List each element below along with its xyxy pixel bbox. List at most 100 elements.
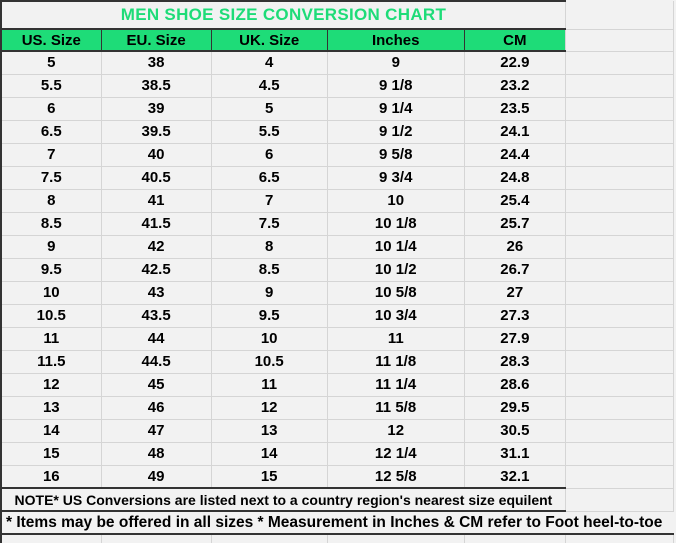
table-cell: 8 bbox=[0, 189, 102, 213]
empty-cell bbox=[565, 235, 675, 259]
table-cell: 9 bbox=[327, 51, 465, 75]
table-row: 9 42 8 10 1/4 26 bbox=[0, 235, 675, 259]
table-cell: 28.3 bbox=[464, 350, 566, 374]
table-cell: 26.7 bbox=[464, 258, 566, 282]
table-cell: 9.5 bbox=[0, 258, 102, 282]
table-cell: 38 bbox=[101, 51, 212, 75]
empty-cell bbox=[565, 465, 675, 489]
table-cell: 31.1 bbox=[464, 442, 566, 466]
table-row: 7.5 40.5 6.5 9 3/4 24.8 bbox=[0, 166, 675, 190]
table-row: 15 48 14 12 1/4 31.1 bbox=[0, 442, 675, 466]
table-cell: 6.5 bbox=[0, 120, 102, 144]
table-cell: 41 bbox=[101, 189, 212, 213]
table-row: 8 41 7 10 25.4 bbox=[0, 189, 675, 213]
table-row: 6 39 5 9 1/4 23.5 bbox=[0, 97, 675, 121]
table-cell: 27.9 bbox=[464, 327, 566, 351]
table-row: 13 46 12 11 5/8 29.5 bbox=[0, 396, 675, 420]
header-row: US. Size EU. Size UK. Size Inches CM bbox=[0, 28, 675, 52]
table-cell: 15 bbox=[0, 442, 102, 466]
table-cell: 4.5 bbox=[211, 74, 328, 98]
table-cell: 7 bbox=[0, 143, 102, 167]
table-cell: 9 3/4 bbox=[327, 166, 465, 190]
column-header-us-size: US. Size bbox=[0, 28, 102, 52]
table-cell: 5 bbox=[0, 51, 102, 75]
empty-cell bbox=[565, 304, 675, 328]
column-header-uk-size: UK. Size bbox=[211, 28, 328, 52]
empty-cell bbox=[464, 534, 566, 543]
table-cell: 14 bbox=[211, 442, 328, 466]
table-cell: 48 bbox=[101, 442, 212, 466]
table-cell: 11 bbox=[327, 327, 465, 351]
partial-empty-row bbox=[0, 534, 675, 543]
table-cell: 24.8 bbox=[464, 166, 566, 190]
empty-cell bbox=[565, 350, 675, 374]
table-cell: 45 bbox=[101, 373, 212, 397]
table-cell: 10 1/2 bbox=[327, 258, 465, 282]
table-cell: 10 1/4 bbox=[327, 235, 465, 259]
table-cell: 43 bbox=[101, 281, 212, 305]
table-cell: 10.5 bbox=[211, 350, 328, 374]
empty-cell bbox=[565, 166, 675, 190]
table-cell: 40 bbox=[101, 143, 212, 167]
empty-cell bbox=[565, 29, 675, 52]
table-cell: 9.5 bbox=[211, 304, 328, 328]
table-cell: 5.5 bbox=[211, 120, 328, 144]
table-cell: 25.4 bbox=[464, 189, 566, 213]
table-cell: 4 bbox=[211, 51, 328, 75]
title-row: MEN SHOE SIZE CONVERSION CHART bbox=[0, 0, 675, 30]
table-cell: 11 5/8 bbox=[327, 396, 465, 420]
empty-cell bbox=[565, 396, 675, 420]
table-row: 5.5 38.5 4.5 9 1/8 23.2 bbox=[0, 74, 675, 98]
empty-cell bbox=[211, 534, 328, 543]
table-body: 5 38 4 9 22.9 5.5 38.5 4.5 9 1/8 23.2 6 39 5 9 1/4 23.… bbox=[0, 51, 675, 489]
table-cell: 11 1/8 bbox=[327, 350, 465, 374]
empty-cell bbox=[565, 258, 675, 282]
table-cell: 43.5 bbox=[101, 304, 212, 328]
table-cell: 28.6 bbox=[464, 373, 566, 397]
table-cell: 11 1/4 bbox=[327, 373, 465, 397]
table-row: 8.5 41.5 7.5 10 1/8 25.7 bbox=[0, 212, 675, 236]
column-header-eu-size: EU. Size bbox=[101, 28, 212, 52]
empty-cell bbox=[565, 442, 675, 466]
table-cell: 40.5 bbox=[101, 166, 212, 190]
empty-cell bbox=[565, 327, 675, 351]
table-cell: 22.9 bbox=[464, 51, 566, 75]
table-cell: 12 bbox=[211, 396, 328, 420]
table-cell: 8.5 bbox=[0, 212, 102, 236]
table-cell: 12 1/4 bbox=[327, 442, 465, 466]
empty-cell bbox=[565, 212, 675, 236]
table-cell: 24.1 bbox=[464, 120, 566, 144]
table-cell: 16 bbox=[0, 465, 102, 489]
table-row: 11 44 10 11 27.9 bbox=[0, 327, 675, 351]
table-cell: 10 1/8 bbox=[327, 212, 465, 236]
table-cell: 27 bbox=[464, 281, 566, 305]
empty-cell bbox=[565, 373, 675, 397]
empty-cell bbox=[101, 534, 212, 543]
table-cell: 13 bbox=[211, 419, 328, 443]
table-cell: 7.5 bbox=[0, 166, 102, 190]
table-row: 10.5 43.5 9.5 10 3/4 27.3 bbox=[0, 304, 675, 328]
table-cell: 15 bbox=[211, 465, 328, 489]
table-row: 9.5 42.5 8.5 10 1/2 26.7 bbox=[0, 258, 675, 282]
empty-cell bbox=[0, 534, 102, 543]
table-cell: 6 bbox=[0, 97, 102, 121]
table-row: 12 45 11 11 1/4 28.6 bbox=[0, 373, 675, 397]
table-cell: 10 bbox=[211, 327, 328, 351]
empty-cell bbox=[565, 51, 675, 75]
table-row: 7 40 6 9 5/8 24.4 bbox=[0, 143, 675, 167]
empty-cell bbox=[565, 120, 675, 144]
table-cell: 9 bbox=[211, 281, 328, 305]
table-cell: 49 bbox=[101, 465, 212, 489]
empty-cell bbox=[565, 189, 675, 213]
table-row: 5 38 4 9 22.9 bbox=[0, 51, 675, 75]
table-cell: 39 bbox=[101, 97, 212, 121]
items-note-row: * Items may be offered in all sizes * Me… bbox=[0, 511, 674, 535]
table-cell: 38.5 bbox=[101, 74, 212, 98]
table-cell: 9 1/8 bbox=[327, 74, 465, 98]
table-cell: 9 bbox=[0, 235, 102, 259]
empty-cell bbox=[565, 143, 675, 167]
table-cell: 7 bbox=[211, 189, 328, 213]
table-cell: 41.5 bbox=[101, 212, 212, 236]
column-header-inches: Inches bbox=[327, 28, 465, 52]
